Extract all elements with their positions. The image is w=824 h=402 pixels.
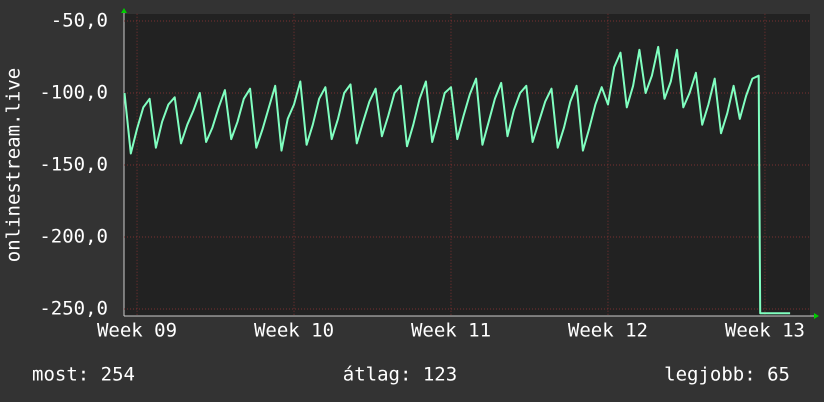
y-axis-title: onlinestream.live [3,68,25,262]
stat-label: most: 254 [32,364,135,386]
y-tick-label: -50,0 [51,10,108,32]
stat-label: átlag: 123 [343,364,457,386]
x-tick-label: Week 12 [568,320,648,342]
y-tick-label: -100,0 [39,82,108,104]
data-line [123,45,791,315]
x-tick-label: Week 13 [725,320,805,342]
x-tick-label: Week 10 [254,320,334,342]
stat-label: legjobb: 65 [664,364,790,386]
x-tick-label: Week 09 [97,320,177,342]
y-tick-label: -150,0 [39,154,108,176]
y-tick-label: -250,0 [39,298,108,320]
y-arrow [121,8,127,13]
x-tick-label: Week 11 [411,320,491,342]
y-tick-label: -200,0 [39,226,108,248]
x-arrow [814,313,819,319]
